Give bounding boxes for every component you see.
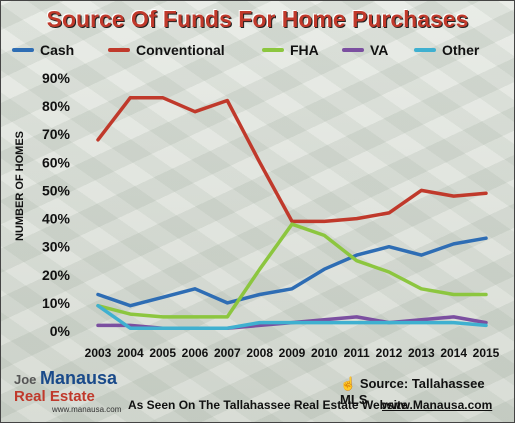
y-tick-label: 0% (50, 323, 71, 339)
y-tick-label: 70% (42, 126, 71, 142)
y-tick-label: 10% (42, 295, 71, 311)
x-tick-label: 2014 (440, 346, 467, 360)
x-tick-label: 2006 (182, 346, 209, 360)
logo-real-estate-text: Real Estate (14, 388, 95, 405)
y-tick-label: 80% (42, 98, 71, 114)
x-tick-label: 2007 (214, 346, 241, 360)
x-tick-label: 2005 (149, 346, 176, 360)
y-tick-label: 60% (42, 154, 71, 170)
logo-manausa-text: Manausa (40, 368, 118, 388)
x-tick-label: 2013 (408, 346, 435, 360)
legend-swatch-va (342, 48, 364, 52)
legend-swatch-cash (12, 48, 34, 52)
legend-item-conventional: Conventional (108, 42, 225, 58)
tagline: As Seen On The Tallahassee Real Estate W… (128, 398, 408, 412)
x-tick-label: 2012 (376, 346, 403, 360)
y-tick-label: 30% (42, 239, 71, 255)
x-tick-label: 2015 (473, 346, 500, 360)
series-line-conventional (96, 95, 488, 224)
y-tick-label: 50% (42, 182, 71, 198)
legend-label-va: VA (370, 42, 389, 58)
legend-label-cash: Cash (40, 42, 75, 58)
company-logo: Joe Manausa Real Estate www.manausa.com (8, 368, 128, 416)
legend-label-conventional: Conventional (136, 42, 225, 58)
legend-swatch-conventional (108, 48, 130, 52)
series-line-cash (96, 236, 488, 308)
legend-label-other: Other (442, 42, 480, 58)
legend-item-cash: Cash (12, 42, 74, 58)
source-note: ☝ Source: Tallahassee MLS (340, 376, 515, 407)
logo-joe-text: Joe (14, 372, 37, 387)
x-tick-label: 2008 (246, 346, 273, 360)
x-tick-label: 2004 (117, 346, 144, 360)
legend-item-other: Other (414, 42, 479, 58)
source-text: Source: Tallahassee MLS (340, 376, 485, 407)
legend-swatch-fha (262, 48, 284, 52)
legend: Cash Conventional FHA VA Other (0, 42, 515, 64)
y-tick-label: 20% (42, 267, 71, 283)
x-tick-label: 2010 (311, 346, 338, 360)
series-line-fha (96, 222, 488, 319)
website-link[interactable]: www.Manausa.com (382, 398, 493, 412)
x-tick-label: 2003 (85, 346, 112, 360)
y-tick-label: 40% (42, 211, 71, 227)
y-tick-label: 90% (42, 70, 71, 86)
hand-pointer-icon: ☝ (340, 376, 360, 391)
chart-title: Source Of Funds For Home Purchases (46, 6, 469, 32)
legend-item-va: VA (342, 42, 388, 58)
logo-web-text: www.manausa.com (52, 405, 122, 414)
legend-swatch-other (414, 48, 436, 52)
legend-item-fha: FHA (262, 42, 319, 58)
legend-label-fha: FHA (290, 42, 319, 58)
x-tick-label: 2011 (344, 346, 370, 360)
x-tick-label: 2009 (279, 346, 306, 360)
